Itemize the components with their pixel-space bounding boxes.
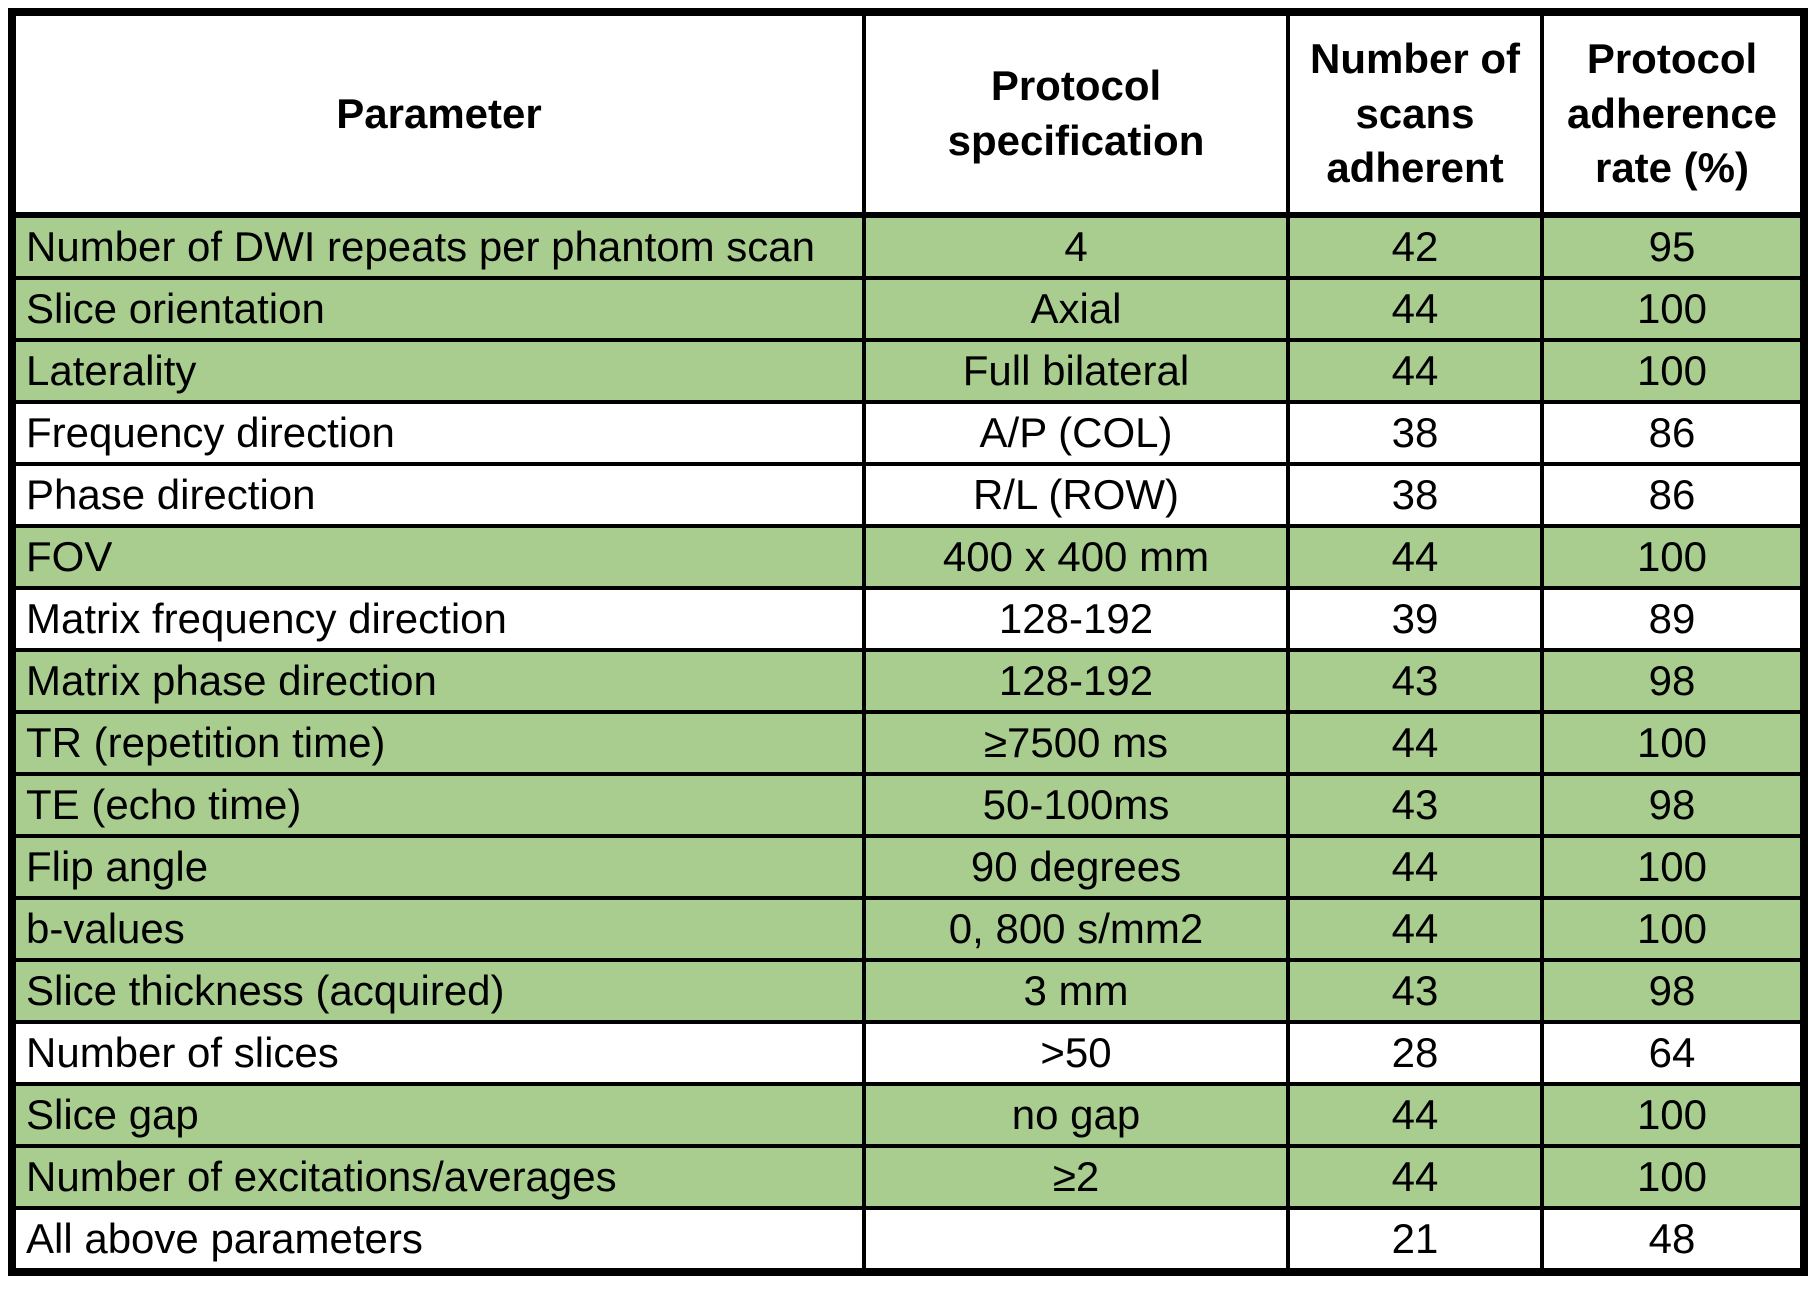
spec-cell: 128-192: [862, 585, 1290, 652]
table-row: Frequency direction A/P (COL) 38 86: [10, 399, 1806, 466]
param-cell: Slice thickness (acquired): [10, 957, 866, 1024]
spec-cell: Full bilateral: [862, 337, 1290, 404]
param-cell: b-values: [10, 895, 866, 962]
spec-cell: 0, 800 s/mm2: [862, 895, 1290, 962]
param-cell: Flip angle: [10, 833, 866, 900]
scans-cell: 44: [1286, 337, 1544, 404]
table-row: Flip angle 90 degrees 44 100: [10, 833, 1806, 900]
header-protocol-adherence-rate: Protocol adherence rate (%): [1540, 10, 1806, 218]
table-row: Number of DWI repeats per phantom scan 4 4…: [10, 212, 1806, 280]
table-row: FOV 400 x 400 mm 44 100: [10, 523, 1806, 590]
spec-cell: [862, 1205, 1290, 1274]
param-cell: Number of excitations/averages: [10, 1143, 866, 1210]
table-row: Matrix frequency direction 128-192 39 89: [10, 585, 1806, 652]
scans-cell: 39: [1286, 585, 1544, 652]
table-header: Parameter Protocol specification Number …: [10, 10, 1806, 218]
table-row: TE (echo time) 50-100ms 43 98: [10, 771, 1806, 838]
table-row: TR (repetition time) ≥7500 ms 44 100: [10, 709, 1806, 776]
scans-cell: 43: [1286, 771, 1544, 838]
table-row: b-values 0, 800 s/mm2 44 100: [10, 895, 1806, 962]
rate-cell: 89: [1540, 585, 1806, 652]
param-cell: Frequency direction: [10, 399, 866, 466]
header-number-of-scans-adherent: Number of scans adherent: [1286, 10, 1544, 218]
rate-cell: 86: [1540, 399, 1806, 466]
rate-cell: 100: [1540, 833, 1806, 900]
table-row: Laterality Full bilateral 44 100: [10, 337, 1806, 404]
param-cell: Number of slices: [10, 1019, 866, 1086]
table-row: Number of excitations/averages ≥2 44 100: [10, 1143, 1806, 1210]
spec-cell: 128-192: [862, 647, 1290, 714]
param-cell: TR (repetition time): [10, 709, 866, 776]
table-row: Phase direction R/L (ROW) 38 86: [10, 461, 1806, 528]
rate-cell: 48: [1540, 1205, 1806, 1274]
scans-cell: 44: [1286, 1143, 1544, 1210]
param-cell: Number of DWI repeats per phantom scan: [10, 212, 866, 280]
scans-cell: 44: [1286, 523, 1544, 590]
param-cell: Phase direction: [10, 461, 866, 528]
rate-cell: 64: [1540, 1019, 1806, 1086]
spec-cell: A/P (COL): [862, 399, 1290, 466]
spec-cell: 400 x 400 mm: [862, 523, 1290, 590]
param-cell: FOV: [10, 523, 866, 590]
table-row: Slice gap no gap 44 100: [10, 1081, 1806, 1148]
spec-cell: 90 degrees: [862, 833, 1290, 900]
scans-cell: 44: [1286, 709, 1544, 776]
rate-cell: 98: [1540, 957, 1806, 1024]
table-row: Slice thickness (acquired) 3 mm 43 98: [10, 957, 1806, 1024]
rate-cell: 100: [1540, 709, 1806, 776]
rate-cell: 100: [1540, 1081, 1806, 1148]
param-cell: Slice gap: [10, 1081, 866, 1148]
rate-cell: 86: [1540, 461, 1806, 528]
scans-cell: 21: [1286, 1205, 1544, 1274]
scans-cell: 44: [1286, 275, 1544, 342]
header-protocol-specification: Protocol specification: [862, 10, 1290, 218]
spec-cell: >50: [862, 1019, 1290, 1086]
spec-cell: no gap: [862, 1081, 1290, 1148]
scans-cell: 28: [1286, 1019, 1544, 1086]
table-body: Number of DWI repeats per phantom scan 4 4…: [10, 212, 1806, 1274]
header-parameter: Parameter: [10, 10, 866, 218]
scans-cell: 43: [1286, 647, 1544, 714]
rate-cell: 100: [1540, 1143, 1806, 1210]
param-cell: Matrix phase direction: [10, 647, 866, 714]
scans-cell: 44: [1286, 833, 1544, 900]
param-cell: Laterality: [10, 337, 866, 404]
param-cell: All above parameters: [10, 1205, 866, 1274]
table-row: Matrix phase direction 128-192 43 98: [10, 647, 1806, 714]
protocol-adherence-table: Parameter Protocol specification Number …: [8, 8, 1808, 1276]
spec-cell: Axial: [862, 275, 1290, 342]
spec-cell: 4: [862, 212, 1290, 280]
scans-cell: 42: [1286, 212, 1544, 280]
table-row: Slice orientation Axial 44 100: [10, 275, 1806, 342]
param-cell: TE (echo time): [10, 771, 866, 838]
spec-cell: R/L (ROW): [862, 461, 1290, 528]
param-cell: Slice orientation: [10, 275, 866, 342]
rate-cell: 100: [1540, 337, 1806, 404]
scans-cell: 38: [1286, 399, 1544, 466]
scans-cell: 44: [1286, 895, 1544, 962]
spec-cell: ≥7500 ms: [862, 709, 1290, 776]
scans-cell: 38: [1286, 461, 1544, 528]
param-cell: Matrix frequency direction: [10, 585, 866, 652]
rate-cell: 98: [1540, 647, 1806, 714]
scans-cell: 43: [1286, 957, 1544, 1024]
rate-cell: 98: [1540, 771, 1806, 838]
rate-cell: 100: [1540, 895, 1806, 962]
header-row: Parameter Protocol specification Number …: [10, 10, 1806, 218]
spec-cell: 3 mm: [862, 957, 1290, 1024]
rate-cell: 100: [1540, 523, 1806, 590]
rate-cell: 100: [1540, 275, 1806, 342]
rate-cell: 95: [1540, 212, 1806, 280]
spec-cell: ≥2: [862, 1143, 1290, 1210]
table-row: Number of slices >50 28 64: [10, 1019, 1806, 1086]
scans-cell: 44: [1286, 1081, 1544, 1148]
table-row: All above parameters 21 48: [10, 1205, 1806, 1274]
spec-cell: 50-100ms: [862, 771, 1290, 838]
